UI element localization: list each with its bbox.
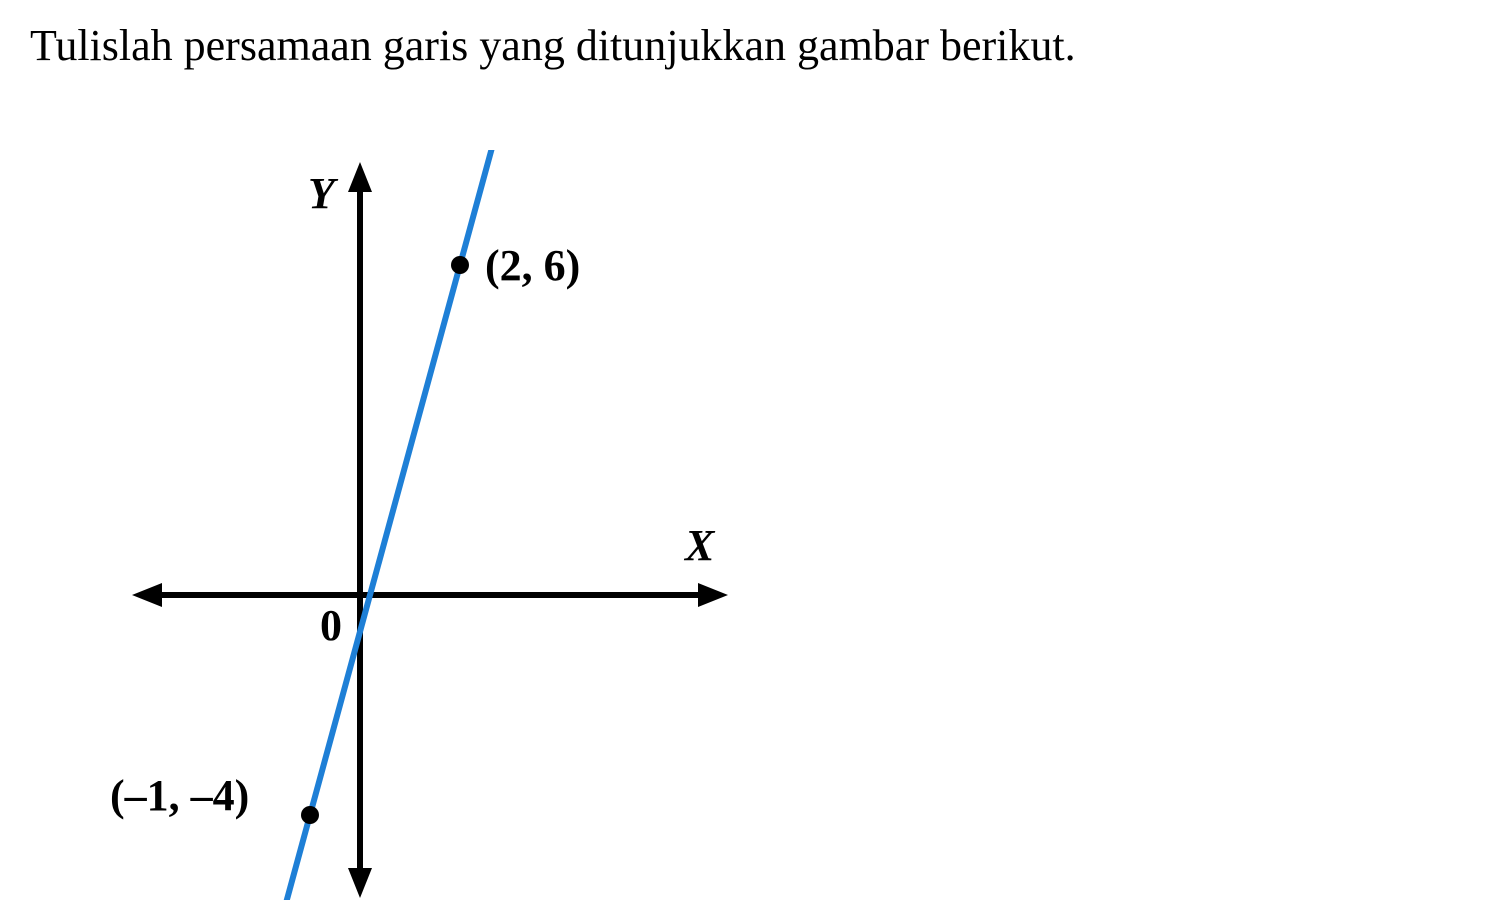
y-axis-label: Y <box>308 169 339 218</box>
point-1-label: (2, 6) <box>485 241 580 290</box>
x-axis-arrow-right-icon <box>698 583 728 607</box>
chart-area: Y X 0 (2, 6) (–1, –4) <box>80 150 780 900</box>
y-axis-arrow-up-icon <box>348 162 372 192</box>
x-axis-arrow-left-icon <box>132 583 162 607</box>
y-axis-arrow-down-icon <box>348 868 372 898</box>
x-axis-label: X <box>683 521 716 570</box>
origin-label: 0 <box>320 601 342 650</box>
question-title: Tulislah persamaan garis yang ditunjukka… <box>30 20 1076 71</box>
coordinate-plane: Y X 0 (2, 6) (–1, –4) <box>80 150 780 900</box>
data-point-2 <box>301 806 319 824</box>
data-point-1 <box>451 256 469 274</box>
point-2-label: (–1, –4) <box>110 771 249 820</box>
